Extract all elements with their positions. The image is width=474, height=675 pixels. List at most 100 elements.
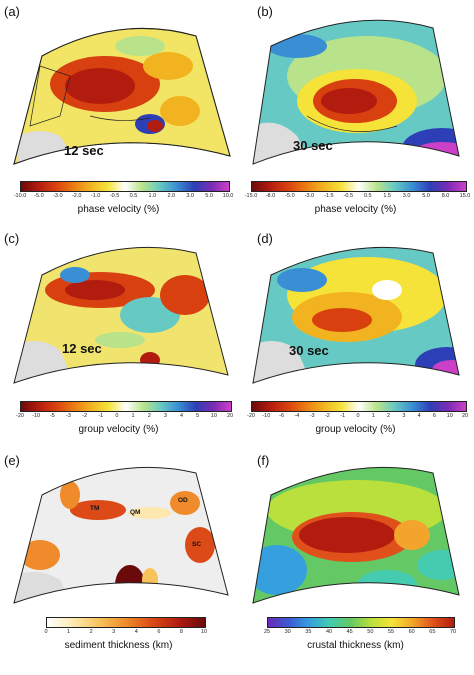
panel-c: (c) 12 sec -20 -10 -5 -3 -2 -1 0 1 2 3 4 5 10 20 grou… bbox=[0, 225, 237, 447]
colorbar-tick-label: -3 bbox=[309, 413, 315, 419]
colorbar-tick-label: 2 bbox=[89, 629, 93, 635]
colorbar-tick-label: 40 bbox=[325, 629, 333, 635]
colorbar-tick-label: -1 bbox=[340, 413, 346, 419]
colorbar-tick-label: 15.0 bbox=[459, 193, 471, 199]
colorbar-tick-label: -20 bbox=[247, 413, 255, 419]
colorbar-tick-label: 8.0 bbox=[441, 193, 450, 199]
colorbar-tick-label: -10 bbox=[32, 413, 41, 419]
colorbar bbox=[251, 181, 467, 192]
colorbar-gradient bbox=[252, 402, 466, 411]
colorbar-ticks: 25 30 35 40 45 50 55 60 65 70 bbox=[263, 629, 456, 639]
period-label: 30 sec bbox=[289, 343, 329, 358]
colorbar-tick-label: 30 bbox=[284, 629, 291, 635]
colorbar-tick-label: 3 bbox=[163, 413, 167, 419]
colorbar-tick-label: 45 bbox=[346, 629, 353, 635]
colorbar-tick-label: 0.5 bbox=[129, 193, 138, 199]
colorbar-tick-label: 2.0 bbox=[167, 193, 176, 199]
panel-label: (f) bbox=[257, 453, 270, 468]
colorbar-tick-label: 2 bbox=[147, 413, 151, 419]
colorbar-tick-label: 1.5 bbox=[383, 193, 391, 199]
group-velocity-map-30s bbox=[252, 246, 460, 384]
colorbar-tick-label: -5.0 bbox=[34, 193, 44, 199]
map-label-tm: TM bbox=[90, 505, 100, 512]
colorbar-ticks: 0 1 2 3 4 6 8 10 bbox=[44, 629, 207, 639]
map-label-qm: QM bbox=[130, 509, 141, 516]
colorbar-tick-label: 5.0 bbox=[422, 193, 430, 199]
phase-velocity-map-30s bbox=[252, 19, 460, 165]
colorbar-tick-label: -5.0 bbox=[285, 193, 295, 199]
panel-f: (f) 25 30 35 40 45 50 55 60 65 70 crustal thickne… bbox=[237, 447, 474, 675]
colorbar-tick-label: 0 bbox=[44, 629, 48, 635]
colorbar-tick-label: 3.0 bbox=[402, 193, 411, 199]
colorbar-tick-label: -10 bbox=[262, 413, 271, 419]
colorbar-title: sediment thickness (km) bbox=[64, 640, 173, 651]
colorbar-tick-label: 3.0 bbox=[186, 193, 194, 199]
colorbar-tick-label: 3 bbox=[112, 629, 116, 635]
colorbar-gradient bbox=[252, 182, 466, 191]
colorbar-tick-label: -20 bbox=[16, 413, 24, 419]
crustal-thickness-map bbox=[252, 466, 460, 604]
colorbar-tick-label: 20 bbox=[226, 413, 234, 419]
colorbar-tick-label: 4 bbox=[417, 413, 421, 419]
colorbar-tick-label: 1.0 bbox=[148, 193, 157, 199]
colorbar-gradient bbox=[268, 618, 454, 627]
colorbar-tick-label: 25 bbox=[263, 629, 271, 635]
panel-b: (b) 30 sec -15.0 -8.0 -5.0 -3.0 -1.5 -0.5 0.5 1… bbox=[237, 0, 474, 225]
colorbar-tick-label: 6 bbox=[157, 629, 161, 635]
colorbar-ticks: -10.0 -5.0 -3.0 -2.0 -1.0 -0.5 0.5 1.0 2.0 3.0 5.0… bbox=[14, 193, 234, 203]
colorbar-title: group velocity (%) bbox=[78, 424, 159, 435]
colorbar bbox=[251, 401, 467, 412]
colorbar-title: phase velocity (%) bbox=[77, 204, 160, 215]
colorbar-tick-label: -3.0 bbox=[304, 193, 315, 199]
period-label: 30 sec bbox=[293, 138, 333, 153]
colorbar-tick-label: -3.0 bbox=[53, 193, 63, 199]
colorbar-tick-label: 35 bbox=[305, 629, 312, 635]
colorbar-gradient bbox=[47, 618, 205, 627]
colorbar-ticks: -20 -10 -5 -3 -2 -1 0 1 2 3 4 5 10 20 bbox=[16, 413, 234, 423]
period-label: 12 sec bbox=[62, 341, 102, 356]
sediment-thickness-map bbox=[13, 466, 229, 604]
colorbar-ticks: -20 -10 -6 -4 -3 -2 -1 0 1 2 3 4 6 10 20 bbox=[247, 413, 468, 423]
colorbar-tick-label: 4 bbox=[180, 413, 184, 419]
colorbar-tick-label: 10 bbox=[210, 413, 217, 419]
panel-a: (a) 12 sec -10.0 -5.0 -3.0 -2.0 -1.0 -0.5 0.5 1… bbox=[0, 0, 237, 225]
colorbar-tick-label: 0 bbox=[356, 413, 360, 419]
colorbar-tick-label: -6 bbox=[279, 413, 285, 419]
colorbar-tick-label: -2 bbox=[82, 413, 88, 419]
colorbar bbox=[46, 617, 206, 628]
colorbar bbox=[20, 181, 230, 192]
panel-label: (c) bbox=[4, 231, 20, 246]
colorbar-ticks: -15.0 -8.0 -5.0 -3.0 -1.5 -0.5 0.5 1.5 3.0 5.0 8.0… bbox=[245, 193, 471, 203]
colorbar-tick-label: -4 bbox=[294, 413, 300, 419]
colorbar-tick-label: 65 bbox=[429, 629, 436, 635]
colorbar bbox=[267, 617, 455, 628]
colorbar-tick-label: -3 bbox=[66, 413, 71, 419]
panel-d: (d) 30 sec -20 -10 -6 -4 -3 -2 -1 0 1 2 3 4 6 10 20 gr… bbox=[237, 225, 474, 447]
colorbar-tick-label: 5 bbox=[196, 413, 200, 419]
colorbar-title: phase velocity (%) bbox=[314, 204, 397, 215]
colorbar-gradient bbox=[21, 182, 229, 191]
colorbar-tick-label: -1.0 bbox=[90, 193, 101, 199]
colorbar-gradient bbox=[21, 402, 231, 411]
panel-label: (e) bbox=[4, 453, 20, 468]
colorbar bbox=[20, 401, 232, 412]
colorbar-tick-label: 50 bbox=[367, 629, 374, 635]
colorbar-tick-label: 0 bbox=[115, 413, 119, 419]
panel-label: (a) bbox=[4, 4, 20, 19]
colorbar-tick-label: -0.5 bbox=[109, 193, 120, 199]
colorbar-tick-label: -5 bbox=[49, 413, 55, 419]
panel-e: (e) TM QM OD SC 0 1 2 3 4 6 8 10 sediment thick… bbox=[0, 447, 237, 675]
colorbar-tick-label: -15.0 bbox=[244, 193, 258, 199]
colorbar-tick-label: -2.0 bbox=[71, 193, 82, 199]
colorbar-tick-label: 55 bbox=[387, 629, 395, 635]
colorbar-tick-label: 1 bbox=[67, 629, 71, 635]
colorbar-tick-label: 5.0 bbox=[205, 193, 213, 199]
colorbar-tick-label: 0.5 bbox=[363, 193, 372, 199]
panel-label: (d) bbox=[257, 231, 273, 246]
panel-label: (b) bbox=[257, 4, 273, 19]
colorbar-tick-label: -10.0 bbox=[13, 193, 27, 199]
colorbar-tick-label: 6 bbox=[432, 413, 436, 419]
phase-velocity-map-12s bbox=[13, 28, 231, 165]
colorbar-tick-label: 4 bbox=[134, 629, 138, 635]
colorbar-tick-label: -2 bbox=[324, 413, 330, 419]
